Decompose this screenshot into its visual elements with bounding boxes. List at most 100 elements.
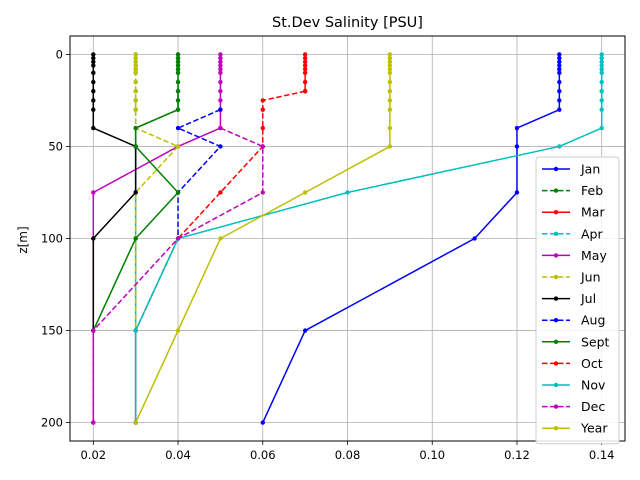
data-point-may (218, 55, 223, 61)
data-point-may (218, 66, 223, 72)
legend-item-nov: Nov (542, 378, 606, 393)
data-point-jun (175, 144, 181, 149)
data-point-jun (133, 55, 138, 61)
data-point-jul (91, 70, 96, 76)
data-point-jul (91, 79, 96, 85)
data-point-jan (557, 79, 562, 85)
data-point-jun (133, 70, 138, 76)
data-point-jun (133, 52, 138, 57)
legend-label: Aug (581, 313, 605, 328)
data-point-jul (91, 63, 96, 68)
legend-item-oct: Oct (542, 356, 603, 371)
data-point-jun (133, 59, 138, 64)
data-point-jul (91, 59, 96, 64)
legend-label: Apr (581, 226, 603, 241)
data-point-sept (175, 79, 181, 85)
data-point-year (387, 144, 393, 149)
data-point-sept (175, 63, 181, 68)
legend-item-year: Year (542, 421, 608, 436)
data-point-jan (557, 70, 562, 76)
legend-item-aug: Aug (542, 313, 605, 328)
data-point-nov (599, 59, 604, 64)
data-point-jan (557, 98, 562, 103)
data-point-mar (302, 66, 308, 72)
data-point-jan (514, 125, 520, 131)
data-point-year (387, 98, 393, 103)
data-point-jan (557, 59, 562, 64)
data-point-dec (91, 328, 96, 333)
data-point-jun (133, 66, 138, 72)
legend-item-jun: Jun (542, 270, 601, 285)
x-tick-label: 0.08 (335, 448, 361, 462)
data-point-nov (133, 328, 138, 333)
data-point-nov (599, 89, 604, 94)
legend-swatch-marker (553, 210, 559, 215)
data-point-jun (133, 63, 138, 68)
legend-swatch-marker (553, 253, 559, 258)
legend-item-sept: Sept (542, 334, 610, 349)
data-point-oct (302, 89, 308, 94)
x-tick-label: 0.02 (80, 448, 106, 462)
legend-box (535, 156, 620, 445)
data-point-year (387, 89, 393, 94)
data-point-jun (133, 79, 138, 85)
data-point-jan (514, 190, 520, 195)
data-point-mar (302, 63, 308, 68)
x-tick-label: 0.04 (165, 448, 191, 462)
series-year (133, 52, 393, 425)
x-tick-label: 0.10 (419, 448, 445, 462)
data-point-nov (345, 190, 350, 195)
legend-item-apr: Apr (542, 226, 603, 241)
legend-label: Jul (580, 291, 596, 306)
data-point-nov (599, 63, 604, 68)
data-point-may (218, 70, 223, 76)
data-point-year (387, 52, 393, 57)
legend-label: Sept (581, 334, 610, 349)
data-point-dec (91, 420, 96, 425)
data-point-year (218, 236, 223, 241)
data-point-nov (599, 107, 604, 112)
data-point-jul (91, 107, 96, 112)
legend-swatch-marker (553, 296, 559, 301)
legend-swatch-marker (553, 274, 559, 280)
data-point-mar (302, 70, 308, 76)
data-point-year (387, 70, 393, 76)
data-point-year (387, 63, 393, 68)
data-point-sept (175, 66, 181, 72)
data-point-nov (599, 52, 604, 57)
legend-label: Jan (580, 162, 600, 177)
data-point-nov (557, 144, 562, 149)
series-dec (91, 125, 265, 425)
data-point-year (387, 66, 393, 72)
legend-swatch-marker (553, 426, 559, 431)
data-point-jul (91, 236, 96, 241)
series-sept (91, 52, 181, 333)
x-tick-label: 0.12 (504, 448, 530, 462)
data-point-oct (260, 98, 265, 103)
legend-item-dec: Dec (542, 399, 605, 414)
data-point-jul (91, 98, 96, 103)
data-point-jan (514, 144, 520, 149)
legend-label: Jun (580, 270, 601, 285)
legend-swatch-marker (553, 318, 559, 323)
data-point-sept (175, 107, 181, 112)
legend-swatch-marker (553, 166, 559, 172)
data-point-jun (133, 89, 138, 94)
data-point-dec (218, 125, 223, 131)
data-point-sept (175, 52, 181, 57)
data-point-year (175, 328, 181, 333)
data-point-nov (599, 55, 604, 61)
legend-label: Feb (581, 183, 603, 198)
data-point-nov (599, 125, 604, 131)
legend-swatch-marker (553, 361, 559, 366)
legend-item-jan: Jan (542, 162, 600, 177)
x-tick-label: 0.06 (250, 448, 276, 462)
chart-title: St.Dev Salinity [PSU] (272, 15, 423, 31)
legend-label: Oct (581, 356, 603, 371)
data-point-may (218, 63, 223, 68)
data-point-year (387, 59, 393, 64)
data-point-jul (91, 125, 96, 131)
data-point-oct (260, 107, 265, 112)
data-point-year (387, 55, 393, 61)
